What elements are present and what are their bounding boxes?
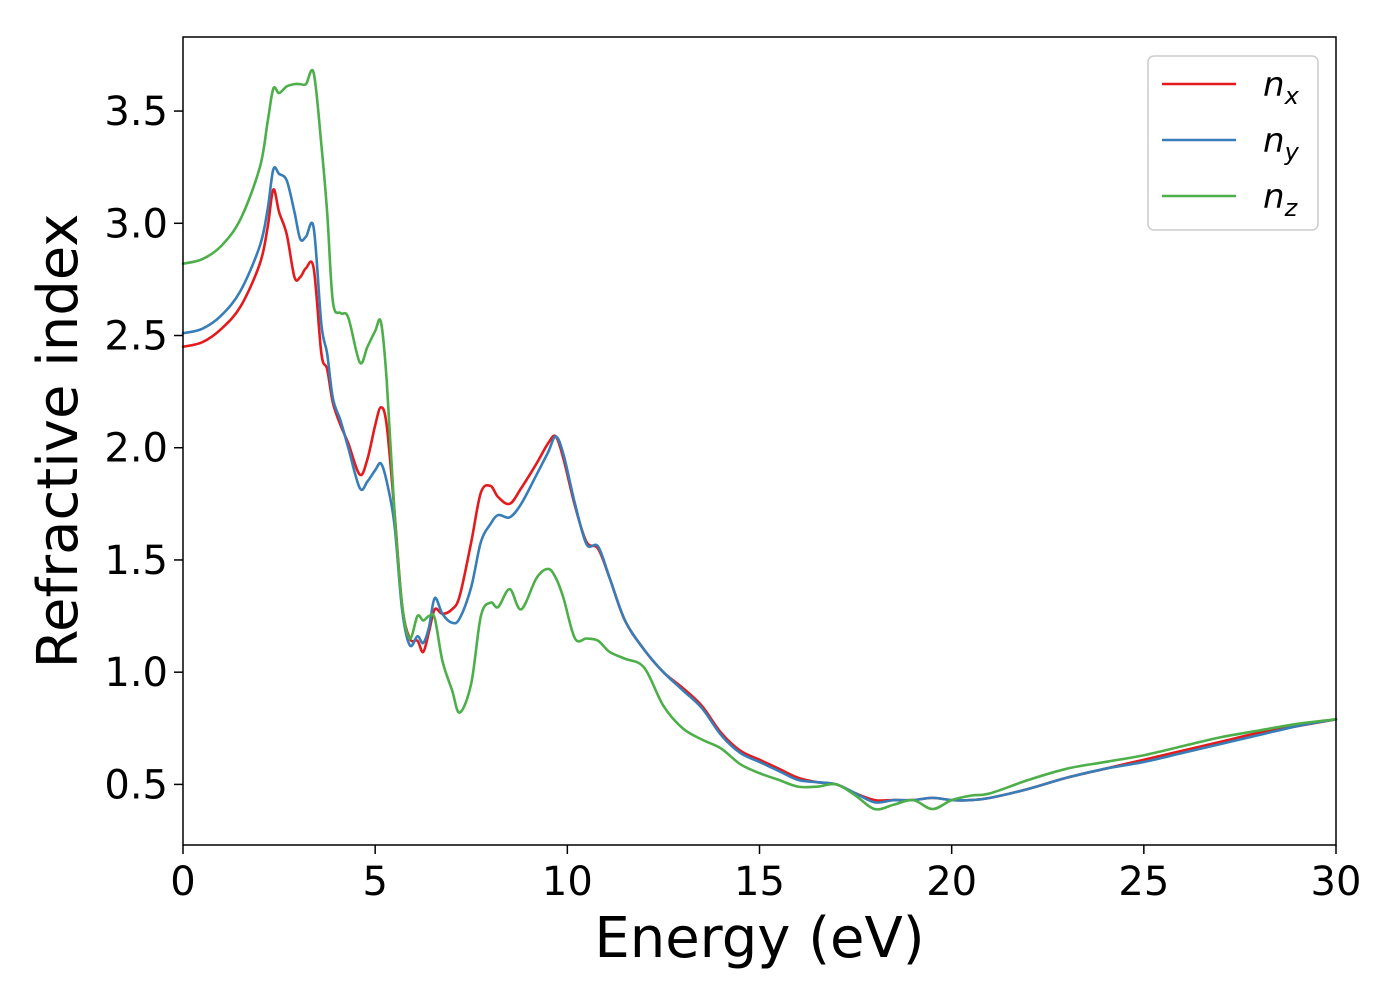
series-layer bbox=[181, 68, 1338, 811]
legend-box bbox=[1147, 55, 1319, 231]
x-tick-label: 25 bbox=[1118, 859, 1169, 905]
y-tick-label: 1.0 bbox=[104, 650, 168, 696]
x-tick-label: 15 bbox=[734, 859, 785, 905]
series-line-n-y bbox=[181, 166, 1338, 804]
x-tick-label: 30 bbox=[1311, 859, 1362, 905]
y-axis-title: Refractive index bbox=[26, 214, 91, 669]
y-tick-label: 0.5 bbox=[104, 762, 168, 808]
y-tick-label: 2.5 bbox=[104, 314, 168, 360]
legend-label-n-x: nx bbox=[1263, 65, 1300, 110]
plot-background bbox=[183, 37, 1336, 845]
y-tick-label: 1.5 bbox=[104, 538, 168, 584]
legend: nx ny nz bbox=[1147, 55, 1319, 231]
legend-label-n-z: nz bbox=[1263, 177, 1299, 222]
x-tick-label: 10 bbox=[542, 859, 593, 905]
x-tick-label: 0 bbox=[170, 859, 195, 905]
y-tick-label: 2.0 bbox=[104, 426, 168, 472]
x-tick-label: 5 bbox=[362, 859, 387, 905]
x-axis: 0 5 10 15 20 25 30 bbox=[170, 845, 1361, 905]
y-tick-label: 3.0 bbox=[104, 201, 168, 247]
x-tick-label: 20 bbox=[926, 859, 977, 905]
legend-label-n-y: ny bbox=[1263, 121, 1300, 166]
y-tick-label: 3.5 bbox=[104, 89, 168, 135]
series-line-n-z bbox=[181, 68, 1338, 811]
y-axis: 0.5 1.0 1.5 2.0 2.5 3.0 3.5 bbox=[104, 89, 183, 808]
x-axis-title: Energy (eV) bbox=[594, 906, 924, 971]
